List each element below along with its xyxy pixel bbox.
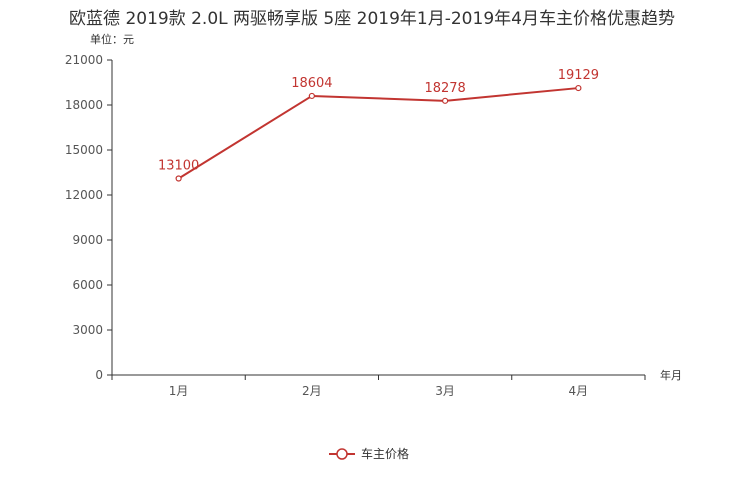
data-label: 18278 xyxy=(424,81,465,96)
y-tick-label: 6000 xyxy=(72,278,103,292)
y-tick-label: 3000 xyxy=(72,323,103,337)
x-tick-label: 1月 xyxy=(169,384,189,398)
x-tick-label: 4月 xyxy=(569,384,589,398)
y-tick-label: 12000 xyxy=(65,188,103,202)
y-tick-label: 15000 xyxy=(65,143,103,157)
series-line xyxy=(178,87,579,180)
data-label: 13100 xyxy=(158,159,199,174)
x-tick-label: 3月 xyxy=(435,384,455,398)
data-label: 19129 xyxy=(558,68,599,83)
y-tick-label: 0 xyxy=(95,368,103,382)
legend-label: 车主价格 xyxy=(361,446,409,461)
y-axis-unit-label: 单位：元 xyxy=(90,32,134,46)
data-label: 18604 xyxy=(291,76,332,91)
data-point xyxy=(442,97,449,104)
x-axis: 1月 2月 3月 4月 xyxy=(111,374,646,398)
y-tick-label: 21000 xyxy=(65,53,103,67)
y-tick-label: 9000 xyxy=(72,233,103,247)
x-axis-name: 年月 xyxy=(660,368,682,382)
legend-circle-icon xyxy=(336,448,348,460)
legend[interactable]: 车主价格 xyxy=(329,446,409,461)
series-group: 13100 18604 18278 19129 xyxy=(158,68,599,182)
data-point xyxy=(575,84,582,92)
data-point xyxy=(175,175,182,182)
x-tick-label: 2月 xyxy=(302,384,322,398)
chart-title: 欧蓝德 2019款 2.0L 两驱畅享版 5座 2019年1月-2019年4月车… xyxy=(69,9,675,29)
y-tick-label: 18000 xyxy=(65,98,103,112)
data-point xyxy=(308,92,315,100)
y-axis: 0 3000 6000 9000 12000 15000 18000 21000 xyxy=(65,53,113,382)
